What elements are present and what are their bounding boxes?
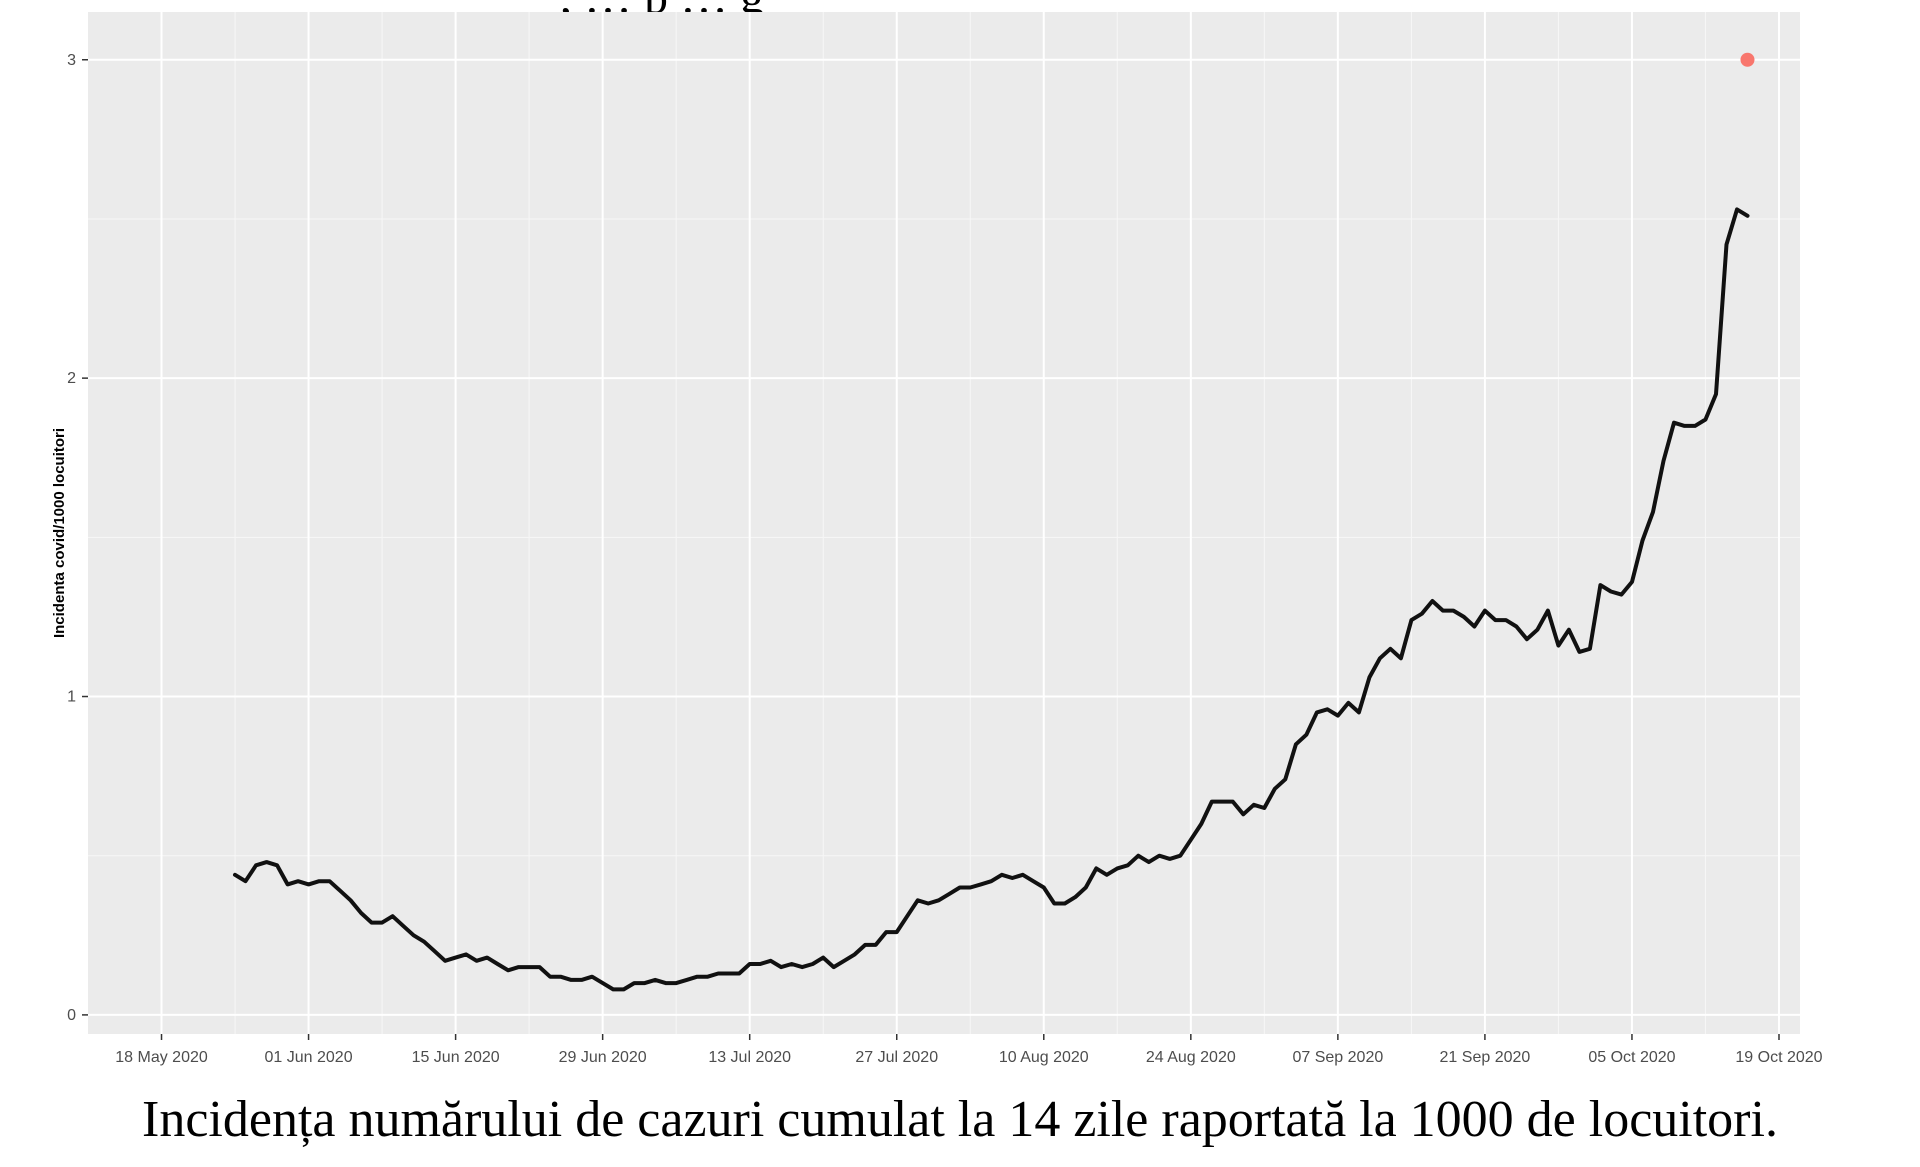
x-tick-label: 13 Jul 2020 bbox=[708, 1049, 791, 1066]
highlight-point bbox=[1740, 52, 1755, 67]
x-tick-label: 21 Sep 2020 bbox=[1440, 1049, 1531, 1066]
line-chart: 18 May 2020 01 Jun 2020 15 Jun 2020 29 Jun … bbox=[51, 12, 1823, 1066]
x-tick-label: 27 Jul 2020 bbox=[855, 1049, 938, 1066]
y-tick-label: 3 bbox=[67, 52, 76, 69]
y-tick-label: 0 bbox=[67, 1007, 76, 1024]
grid-lines bbox=[88, 12, 1800, 1034]
data-layer bbox=[233, 52, 1755, 992]
x-tick-label: 05 Oct 2020 bbox=[1588, 1049, 1675, 1066]
x-tick-label: 07 Sep 2020 bbox=[1292, 1049, 1383, 1066]
x-tick-label: 18 May 2020 bbox=[115, 1049, 208, 1066]
x-tick-label: 24 Aug 2020 bbox=[1146, 1049, 1236, 1066]
y-tick-label: 1 bbox=[67, 689, 76, 706]
figure-caption: Incidența numărului de cazuri cumulat la… bbox=[142, 1091, 1778, 1148]
x-tick-label: 29 Jun 2020 bbox=[559, 1049, 647, 1066]
axis-ticks: 18 May 2020 01 Jun 2020 15 Jun 2020 29 Jun … bbox=[67, 52, 1823, 1066]
y-axis-title: Incidenta covid/1000 locuitori bbox=[51, 428, 68, 638]
x-tick-label: 01 Jun 2020 bbox=[265, 1049, 353, 1066]
x-tick-label: 15 Jun 2020 bbox=[412, 1049, 500, 1066]
y-tick-label: 2 bbox=[67, 370, 76, 387]
x-tick-label: 10 Aug 2020 bbox=[999, 1049, 1089, 1066]
x-tick-label: 19 Oct 2020 bbox=[1735, 1049, 1822, 1066]
panel-background bbox=[88, 12, 1800, 1034]
series-line bbox=[233, 207, 1750, 992]
